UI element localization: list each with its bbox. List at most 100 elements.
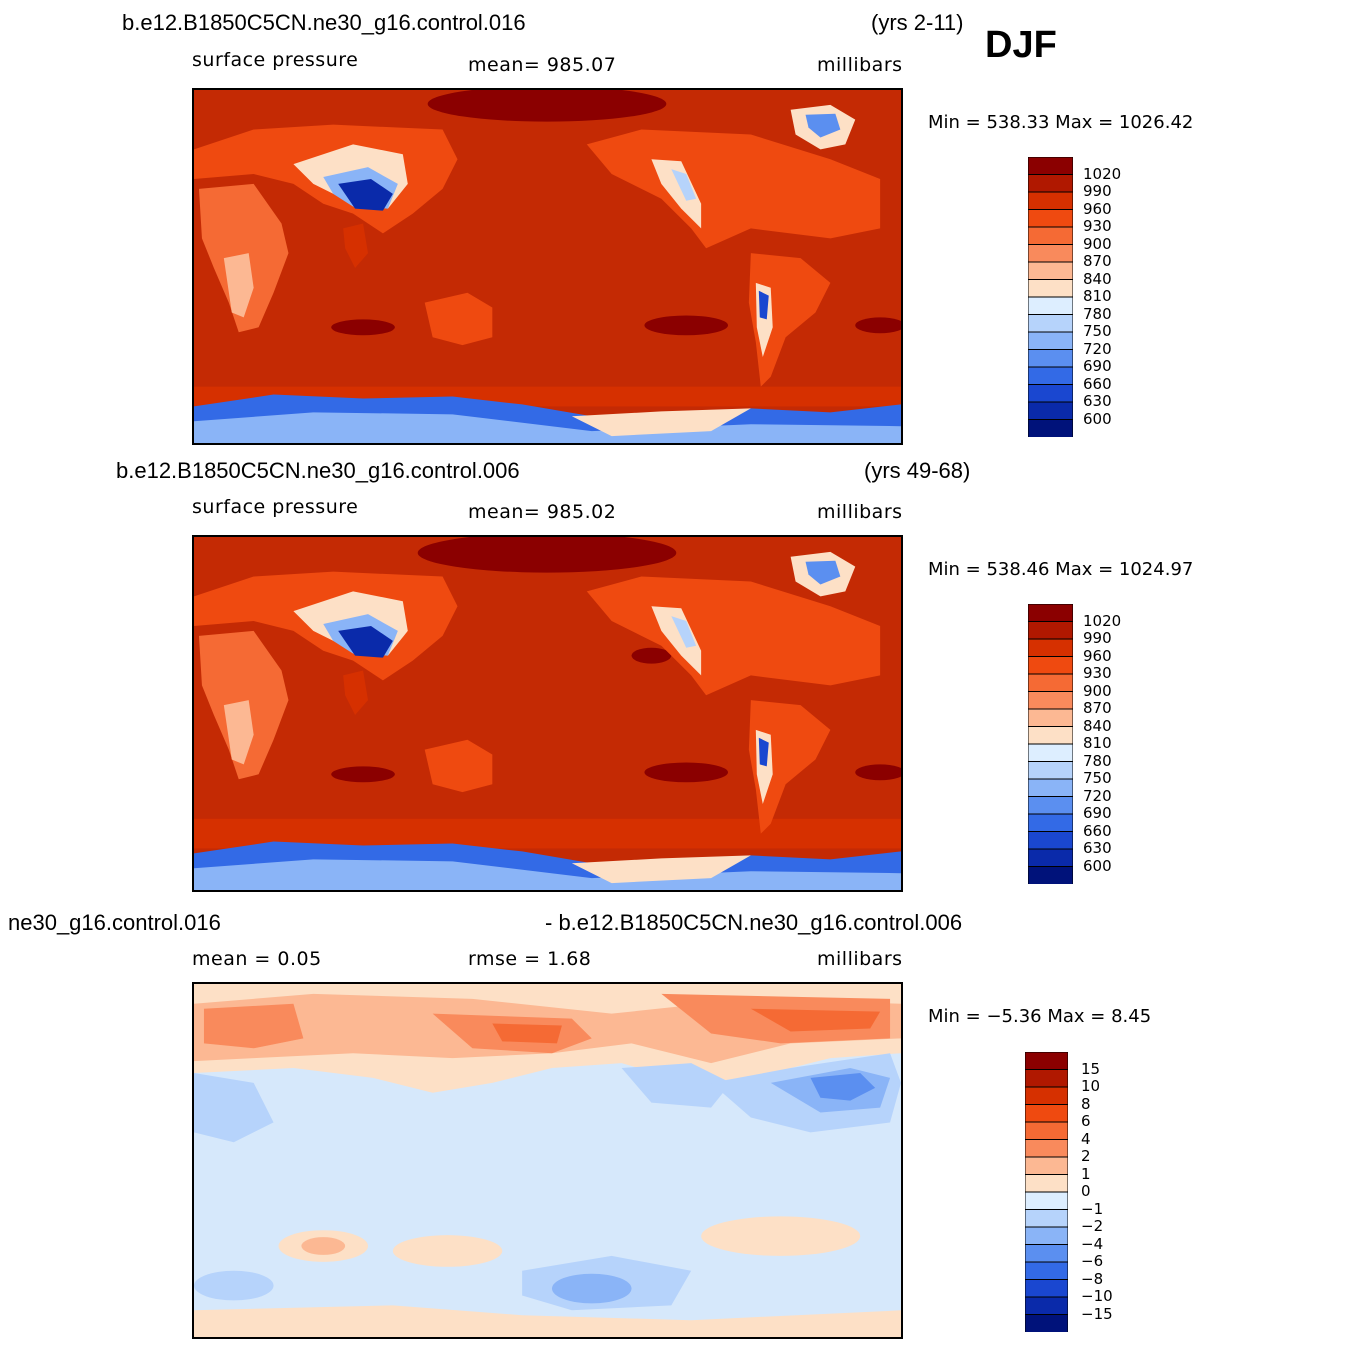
tasman-positive [392,1235,503,1267]
atlantic-high [855,317,901,334]
colorbar-swatch [1027,191,1074,211]
panel3-colorbar-svg [1024,1051,1069,1333]
colorbar-level-label: 840 [1083,269,1112,288]
antarctic-peninsula [571,855,751,884]
andes [758,290,769,320]
panel2-case-title: b.e12.B1850C5CN.ne30_g16.control.006 [116,458,520,483]
panel1-case-title: b.e12.B1850C5CN.ne30_g16.control.016 [122,10,526,35]
colorbar-swatch [1024,1121,1069,1141]
colorbar-level-label: 6 [1081,1112,1091,1130]
colorbar-level-label: −4 [1081,1234,1104,1253]
colorbar-swatch [1027,331,1074,351]
colorbar-level-label: 2 [1081,1147,1091,1165]
colorbar-swatch [1027,831,1074,850]
andes [758,737,769,767]
panel3-map [192,982,903,1339]
colorbar-level-label: 630 [1083,392,1112,410]
south-america [748,700,831,834]
colorbar-swatch [1027,813,1074,833]
panel1-colorbar [1027,156,1074,438]
colorbar-level-label: 720 [1083,339,1112,358]
colorbar-swatch [1027,691,1074,710]
panel2-map [192,535,903,892]
tibetan-plateau [338,625,393,658]
south-america [748,253,831,387]
southern-ocean-low [551,1273,632,1304]
colorbar-swatch [1027,778,1074,798]
rocky-mountains [651,159,702,229]
antarctic-peninsula [571,408,751,437]
australia [424,292,493,346]
colorbar-level-label: 900 [1083,234,1112,253]
colorbar-level-label: 1020 [1083,164,1122,183]
colorbar-swatch [1027,796,1074,815]
panel2-mean: mean= 985.02 [468,501,617,523]
colorbar-swatch [1024,1156,1069,1176]
colorbar-level-label: 1020 [1083,611,1122,630]
colorbar-swatch [1027,708,1074,728]
colorbar-swatch [1027,866,1074,885]
colorbar-level-label: 660 [1083,374,1112,393]
colorbar-level-label: 780 [1083,751,1112,770]
antarctica-interior [194,412,901,443]
rockies-high [671,616,697,648]
colorbar-level-label: 780 [1083,304,1112,323]
colorbar-level-label: 600 [1083,409,1112,428]
colorbar-level-label: 750 [1083,322,1112,340]
colorbar-level-label: 690 [1083,804,1112,822]
colorbar-swatch [1027,261,1074,281]
africa-highlands [223,253,254,318]
panel1-map-svg [194,90,901,443]
colorbar-swatch [1027,673,1074,693]
panel2-colorbar-svg [1027,603,1074,885]
pacific-high [644,762,728,783]
colorbar-level-label: 810 [1083,287,1112,305]
colorbar-swatch [1027,209,1074,228]
panel2-minmax: Min = 538.46 Max = 1024.97 [928,559,1194,580]
south-indian-core [301,1237,346,1255]
colorbar-level-label: 930 [1083,664,1112,682]
colorbar-level-label: 960 [1083,646,1112,665]
colorbar-swatch [1024,1261,1069,1281]
colorbar-swatch [1027,226,1074,246]
panel3-colorbar [1024,1051,1069,1333]
colorbar-level-label: 750 [1083,769,1112,787]
arctic-canada-core [750,1008,881,1032]
colorbar-swatch [1024,1086,1069,1106]
panel2-variable: surface pressure [192,496,359,518]
colorbar-swatch [1027,638,1074,658]
colorbar-swatch [1027,314,1074,333]
colorbar-level-label: 840 [1083,716,1112,735]
colorbar-swatch [1027,656,1074,675]
colorbar-swatch [1024,1191,1069,1211]
colorbar-level-label: 8 [1081,1094,1091,1113]
colorbar-swatch [1027,761,1074,780]
south-west-negative [194,1270,274,1301]
panel3-units: millibars [817,948,903,970]
colorbar-swatch [1024,1051,1069,1071]
colorbar-swatch [1027,419,1074,438]
panel3-minus-case: - b.e12.B1850C5CN.ne30_g16.control.006 [545,910,963,935]
africa-highlands [223,700,254,765]
rocky-mountains [651,606,702,676]
colorbar-level-label: 960 [1083,199,1112,218]
arctic-high [417,537,677,573]
india [343,223,369,268]
panel3-mean: mean = 0.05 [192,948,322,970]
greenland-ice [805,113,841,138]
colorbar-level-label: −2 [1081,1217,1104,1235]
panel2-colorbar [1027,603,1074,885]
arctic-high [427,90,667,122]
colorbar-level-label: −1 [1081,1199,1104,1218]
colorbar-level-label: 10 [1081,1077,1101,1095]
panel3-case-title: ne30_g16.control.016 [8,910,221,935]
colorbar-swatch [1027,621,1074,640]
colorbar-level-label: 900 [1083,681,1112,700]
colorbar-swatch [1024,1244,1069,1263]
india [343,670,369,715]
colorbar-level-label: 4 [1081,1129,1091,1148]
colorbar-swatch [1024,1296,1069,1316]
indian-ocean-high [331,766,395,783]
colorbar-swatch [1024,1226,1069,1246]
colorbar-swatch [1024,1104,1069,1123]
